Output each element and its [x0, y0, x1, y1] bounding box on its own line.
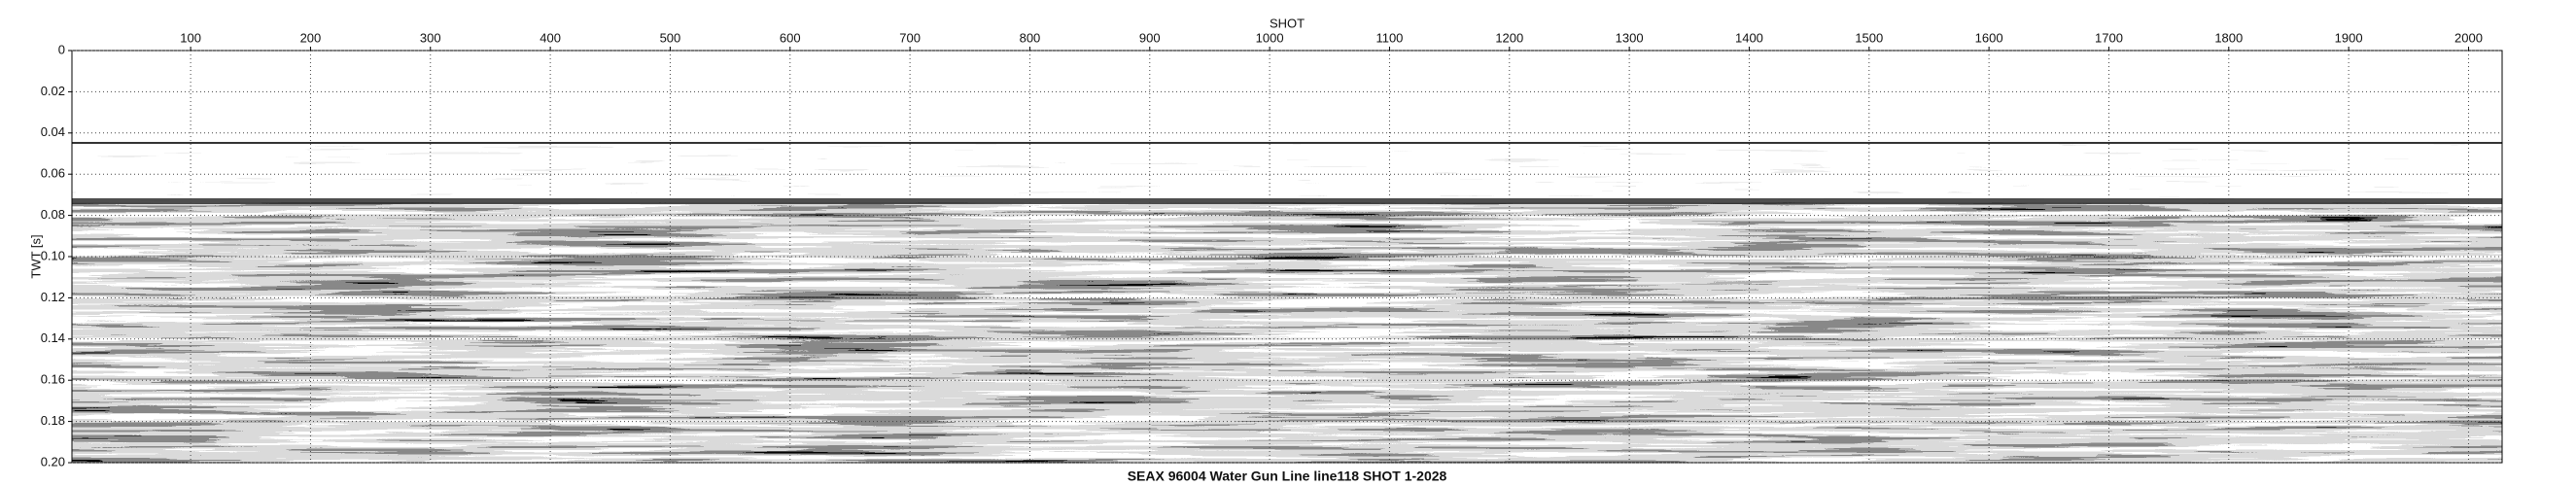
- y-tick-label: 0.12: [41, 290, 65, 304]
- x-tick-label: 1900: [2335, 30, 2363, 45]
- x-tick-label: 100: [180, 30, 201, 45]
- x-tick-label: 1400: [1735, 30, 1763, 45]
- x-tick-label: 600: [780, 30, 801, 45]
- x-tick-label: 1000: [1256, 30, 1284, 45]
- x-tick-label: 2000: [2454, 30, 2483, 45]
- x-tick-label: 700: [899, 30, 921, 45]
- y-tick-label: 0: [58, 42, 65, 56]
- y-tick-label: 0.20: [41, 454, 65, 469]
- x-tick-label: 300: [420, 30, 441, 45]
- water-bottom-zone: [72, 142, 2502, 202]
- y-tick-label: 0.16: [41, 372, 65, 387]
- x-tick-label: 1600: [1975, 30, 2003, 45]
- y-tick-label: 0.10: [41, 248, 65, 262]
- x-axis-label: SHOT: [1270, 16, 1305, 30]
- x-tick-label: 1700: [2095, 30, 2123, 45]
- y-tick-label: 0.08: [41, 207, 65, 222]
- y-tick-label: 0.14: [41, 330, 65, 345]
- chart-title: SEAX 96004 Water Gun Line line118 SHOT 1…: [1128, 469, 1447, 484]
- x-tick-label: 1500: [1855, 30, 1883, 45]
- x-tick-label: 900: [1139, 30, 1161, 45]
- x-tick-label: 200: [300, 30, 322, 45]
- y-tick-label: 0.04: [41, 124, 65, 139]
- subsurface-reflections: [72, 202, 2502, 463]
- x-tick-label: 1800: [2214, 30, 2243, 45]
- x-tick-label: 400: [540, 30, 561, 45]
- x-tick-label: 1100: [1375, 30, 1403, 45]
- x-tick-label: 500: [660, 30, 681, 45]
- y-axis-label: TWT [s]: [28, 234, 43, 278]
- y-tick-label: 0.18: [41, 413, 65, 428]
- first-arrival: [72, 142, 2502, 144]
- seafloor-reflector: [72, 198, 2502, 204]
- x-tick-label: 1300: [1616, 30, 1644, 45]
- x-tick-label: 1200: [1495, 30, 1523, 45]
- y-tick-label: 0.02: [41, 84, 65, 98]
- y-tick-label: 0.06: [41, 166, 65, 181]
- x-tick-label: 800: [1020, 30, 1041, 45]
